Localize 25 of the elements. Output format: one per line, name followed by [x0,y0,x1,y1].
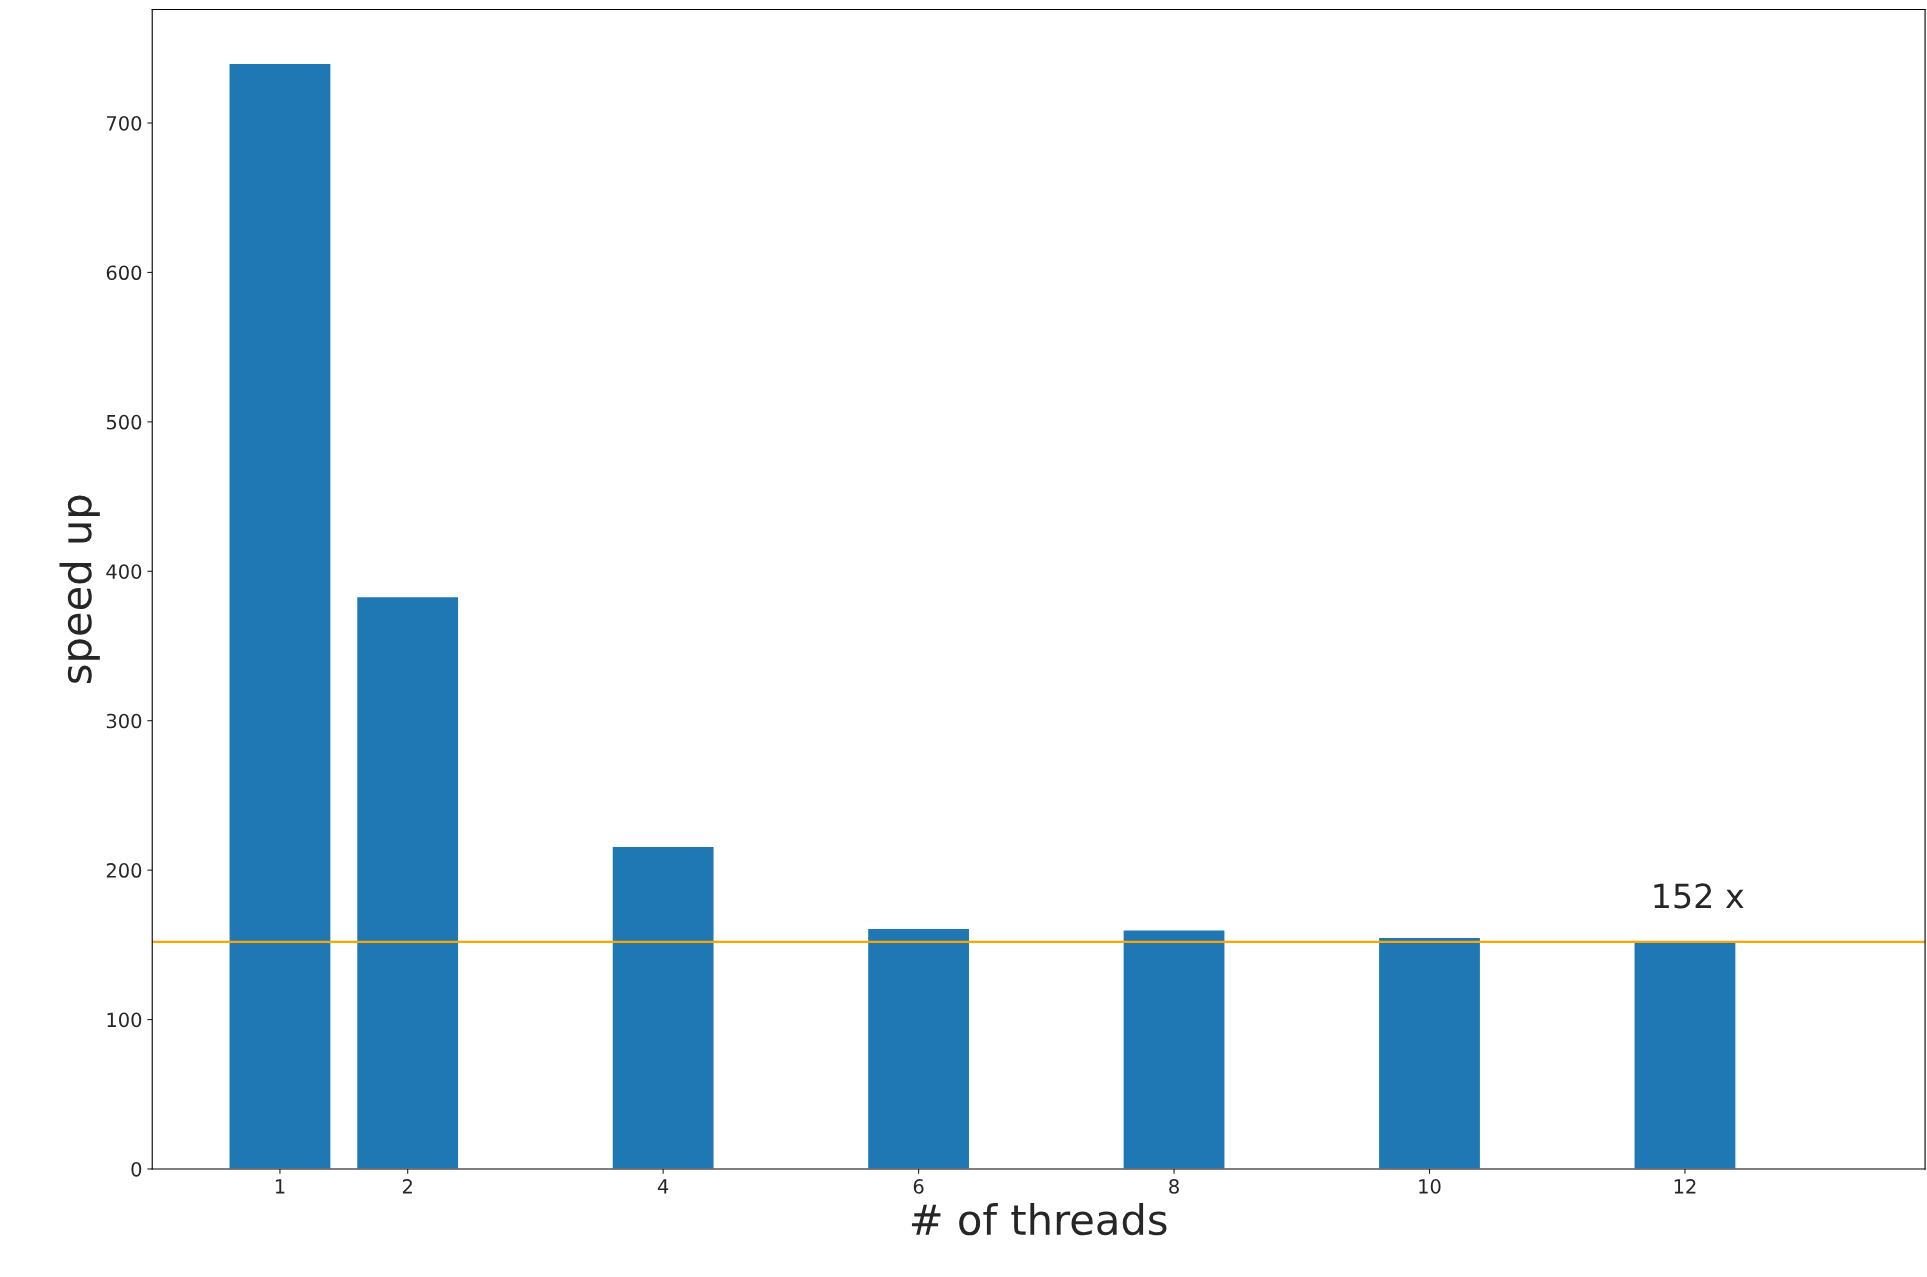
y-tick-label: 600 [106,265,142,281]
x-tick-label: 4 [657,1179,669,1194]
x-tick-label: 6 [913,1179,924,1194]
x-tick-label: 12 [1674,1179,1696,1194]
bar [1633,941,1737,1169]
x-tick-label: 8 [1169,1179,1179,1194]
y-axis-title: speed up [59,495,100,683]
y-tick-label: 100 [107,1012,142,1028]
bar [355,595,460,1169]
x-axis-title: # of threads [911,1203,1167,1236]
bar [228,62,332,1169]
bar [1122,929,1226,1169]
bar [611,845,715,1169]
y-tick-label: 0 [131,1161,142,1177]
ref-line-label: 152 x [1654,883,1744,909]
x-tick-label: 1 [275,1179,285,1194]
bar [1377,936,1482,1169]
y-tick-label: 700 [106,115,142,131]
y-tick-label: 500 [106,414,142,430]
x-tick-label: 10 [1419,1179,1441,1194]
y-tick-label: 400 [106,564,142,579]
y-tick-label: 300 [106,713,142,729]
y-tick-label: 200 [106,863,142,878]
bar [866,927,971,1169]
x-tick-label: 2 [402,1179,412,1194]
